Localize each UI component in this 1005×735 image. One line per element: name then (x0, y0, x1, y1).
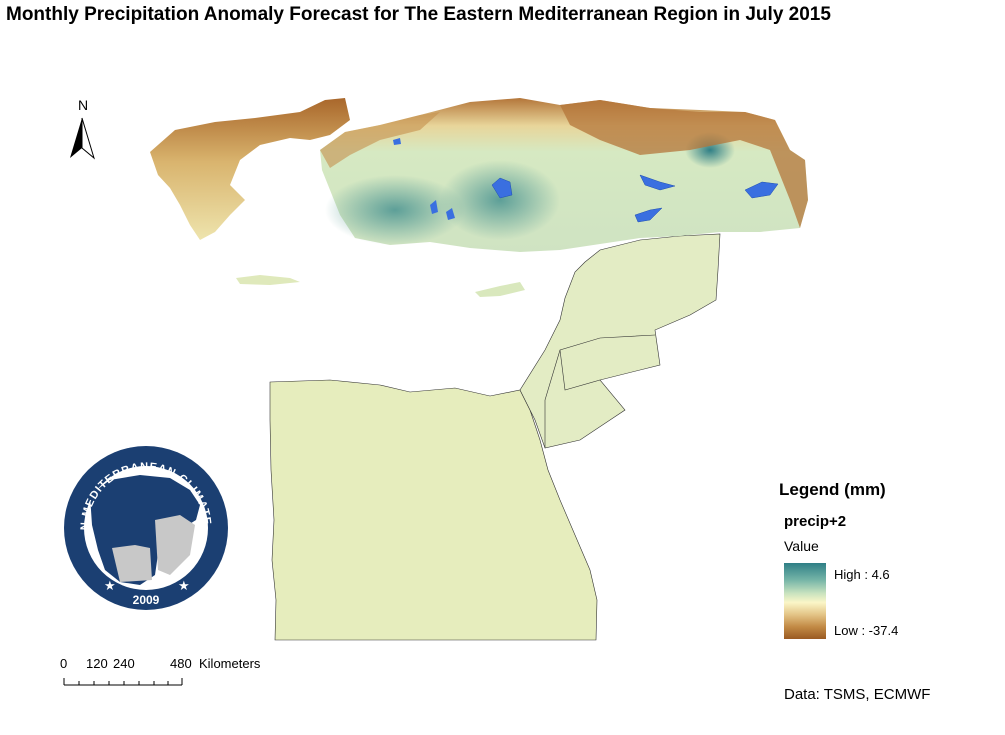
logo-star-icon: ★ (178, 578, 190, 593)
egypt-region (269, 379, 598, 641)
svg-text:EASTERN MEDITERRANEAN CLIMATE: EASTERN MEDITERRANEAN CLIMATE CENTRE (0, 0, 213, 530)
greece-region (150, 98, 350, 240)
dry-anomaly-zone (320, 112, 440, 168)
dry-anomaly-zone (560, 100, 808, 228)
lake (491, 177, 513, 199)
lake (430, 200, 438, 214)
scale-tick-label: 240 (113, 656, 135, 671)
levant-region (519, 233, 721, 449)
legend-high-label: High : 4.6 (834, 567, 890, 582)
lake (446, 208, 455, 220)
legend-color-ramp (784, 563, 826, 639)
scale-tick-label: 0 (60, 656, 68, 671)
legend-value-label: Value (784, 538, 819, 554)
border-line (559, 349, 601, 391)
wet-anomaly-zone (325, 175, 465, 245)
lake (634, 207, 663, 223)
legend-layer-name: precip+2 (784, 513, 847, 530)
page-title: Monthly Precipitation Anomaly Forecast f… (6, 4, 831, 25)
data-credit: Data: TSMS, ECMWF (784, 686, 931, 703)
lake (393, 138, 401, 145)
island (236, 275, 300, 285)
emcc-logo: EASTERN MEDITERRANEAN CLIMATE CENTRE 200… (0, 0, 228, 610)
scale-tick-label: 120 (86, 656, 108, 671)
scale-tick-label: 480 (170, 656, 192, 671)
logo-star-icon: ★ (104, 578, 116, 593)
logo-year: 2009 (133, 593, 160, 607)
north-arrow-icon (70, 117, 95, 160)
wet-anomaly-zone (440, 160, 560, 240)
lake (744, 181, 779, 199)
scale-unit-label: Kilometers (199, 656, 261, 671)
legend-title: Legend (mm) (779, 480, 886, 499)
north-label: N (78, 97, 89, 113)
legend-low-label: Low : -37.4 (834, 623, 899, 638)
logo-ring-text: EASTERN MEDITERRANEAN CLIMATE CENTRE (0, 0, 212, 530)
lake (639, 174, 676, 191)
scale-bar (63, 678, 183, 686)
island (475, 282, 525, 297)
